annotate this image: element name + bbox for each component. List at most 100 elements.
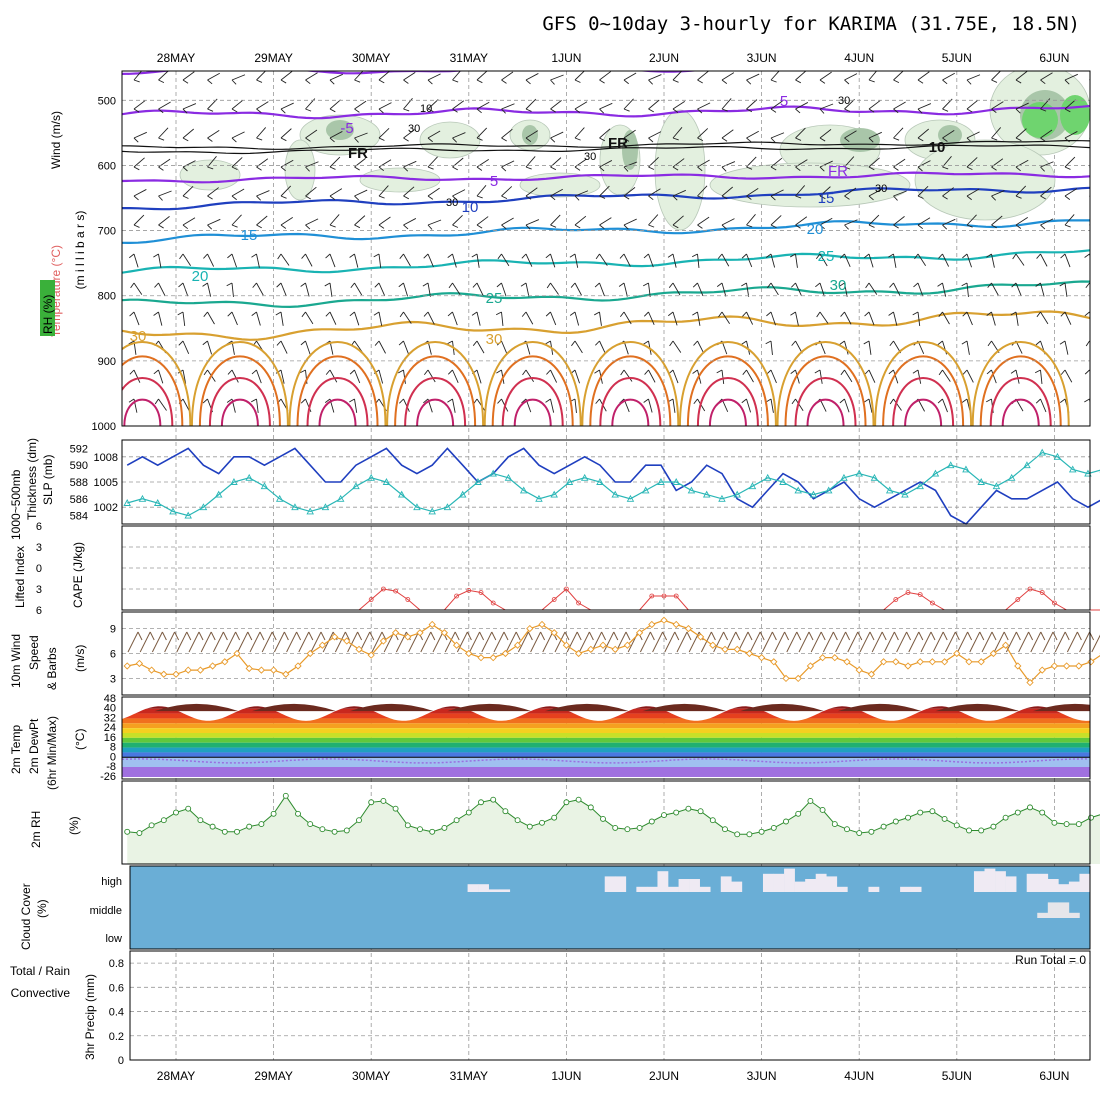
wind-barb-flag [937, 282, 943, 287]
rh2m-point [905, 814, 911, 821]
wind-barb-flag [912, 311, 919, 316]
wind-barb [721, 129, 734, 139]
rh-contour-label: 10 [420, 103, 432, 115]
wind-barb-flag [942, 137, 948, 142]
wind10-point [818, 654, 827, 662]
wind-barb [917, 282, 924, 297]
wind-barb-flag [398, 369, 404, 374]
wind-barb-flag [203, 253, 208, 259]
wind-barb [452, 100, 465, 110]
wind10-barb [517, 631, 529, 653]
date-label-top: 6JUN [1039, 51, 1069, 65]
wind10-barb-flag [503, 631, 509, 641]
wind-barb [574, 340, 583, 354]
wind-barb [550, 282, 559, 295]
rh2m-point [356, 817, 362, 824]
thickness-point [169, 507, 177, 515]
wind10-barb [969, 631, 981, 653]
wind-barb [256, 398, 259, 413]
wind10-point [770, 658, 778, 666]
wind-barb-flag [917, 79, 924, 84]
wind-barb-flag [256, 137, 263, 141]
wind-barb-flag [795, 137, 802, 141]
temp-max-hump [447, 703, 532, 712]
wind-barb-flag [153, 369, 159, 375]
wind-barb [819, 311, 829, 324]
wind-barb-flag [305, 224, 311, 230]
lifted-index-point [893, 597, 899, 602]
wind-barb [403, 311, 412, 324]
lifted-index-point [1052, 600, 1057, 606]
wind-barb [378, 311, 383, 326]
wind-barb-flag [966, 224, 973, 228]
wind-barb-flag [158, 224, 164, 229]
wind-barb-flag [865, 282, 870, 289]
wind-barb-flag [741, 340, 747, 345]
wind-barb [991, 101, 1004, 110]
wind-barb [746, 73, 760, 81]
wind10-barb-flag [662, 631, 668, 641]
wind-barb [305, 186, 317, 197]
wind-barb [452, 398, 456, 413]
wind-barb [623, 98, 634, 110]
wind-barb [452, 189, 466, 197]
rh-region [654, 109, 706, 231]
wind10-barb [188, 631, 200, 653]
wind10-barb [371, 631, 383, 653]
wind-barb-flag [844, 195, 850, 200]
wind-barb [893, 398, 902, 411]
temp-max-hump [837, 703, 922, 712]
wind10-barb-flag [369, 631, 375, 641]
wind10-barb [871, 631, 883, 653]
rh-contour-label: 30 [446, 197, 458, 209]
wind-barb-flag [403, 137, 409, 142]
wind-barb [378, 185, 389, 197]
wind-barb-flag [550, 166, 557, 171]
isotherm [122, 249, 1090, 274]
wind-barb-flag [864, 369, 870, 375]
date-label-bottom: 6JUN [1039, 1069, 1069, 1083]
wind-barb [672, 340, 682, 353]
wind10-point [1062, 662, 1071, 670]
wind-barb [329, 156, 341, 168]
wind-barb [378, 216, 391, 226]
wind10-barb-flag [942, 631, 948, 641]
wind10-barb-flag [308, 631, 314, 641]
wind-barb [525, 73, 539, 81]
date-label-bottom: 2JUN [649, 1069, 679, 1083]
wind-barb [1040, 369, 1043, 384]
wind10-barb-flag [1064, 631, 1070, 641]
isotherm [122, 280, 1090, 309]
wind10-point [733, 645, 741, 653]
wind-barb-flag [693, 340, 698, 346]
wind-barb-flag [207, 79, 213, 85]
wind-barb [280, 102, 294, 110]
wind-barb-flag [378, 79, 385, 84]
wind-barb [991, 190, 1005, 197]
wind-barb-flag [299, 369, 306, 374]
wind-barb [1089, 108, 1090, 110]
wind-barb-flag [987, 282, 992, 288]
wind-barb [182, 217, 196, 226]
wind-barb [182, 282, 189, 297]
wind-barb-flag [693, 398, 698, 405]
wind-barb [1089, 282, 1090, 285]
slp-panel-frame [121, 439, 1091, 525]
wind-barb-flag [129, 253, 135, 259]
wind-barb-flag [133, 195, 139, 201]
rh2m-point [526, 823, 533, 830]
wind10-barb [151, 631, 163, 653]
wind-barb [452, 282, 461, 295]
wind-barb-flag [863, 398, 870, 403]
wind-barb [525, 311, 534, 325]
lifted-index-point [564, 586, 569, 592]
wind-barb [623, 311, 632, 325]
wind-barb [354, 311, 360, 326]
thickness-point [916, 482, 924, 490]
wind-barb [501, 311, 504, 326]
wind-barb [231, 131, 245, 139]
wind-barb-flag [452, 166, 458, 171]
thickness-point [153, 499, 162, 506]
wind-barb-flag [427, 195, 434, 200]
wind10-barb-flag [1052, 631, 1058, 641]
